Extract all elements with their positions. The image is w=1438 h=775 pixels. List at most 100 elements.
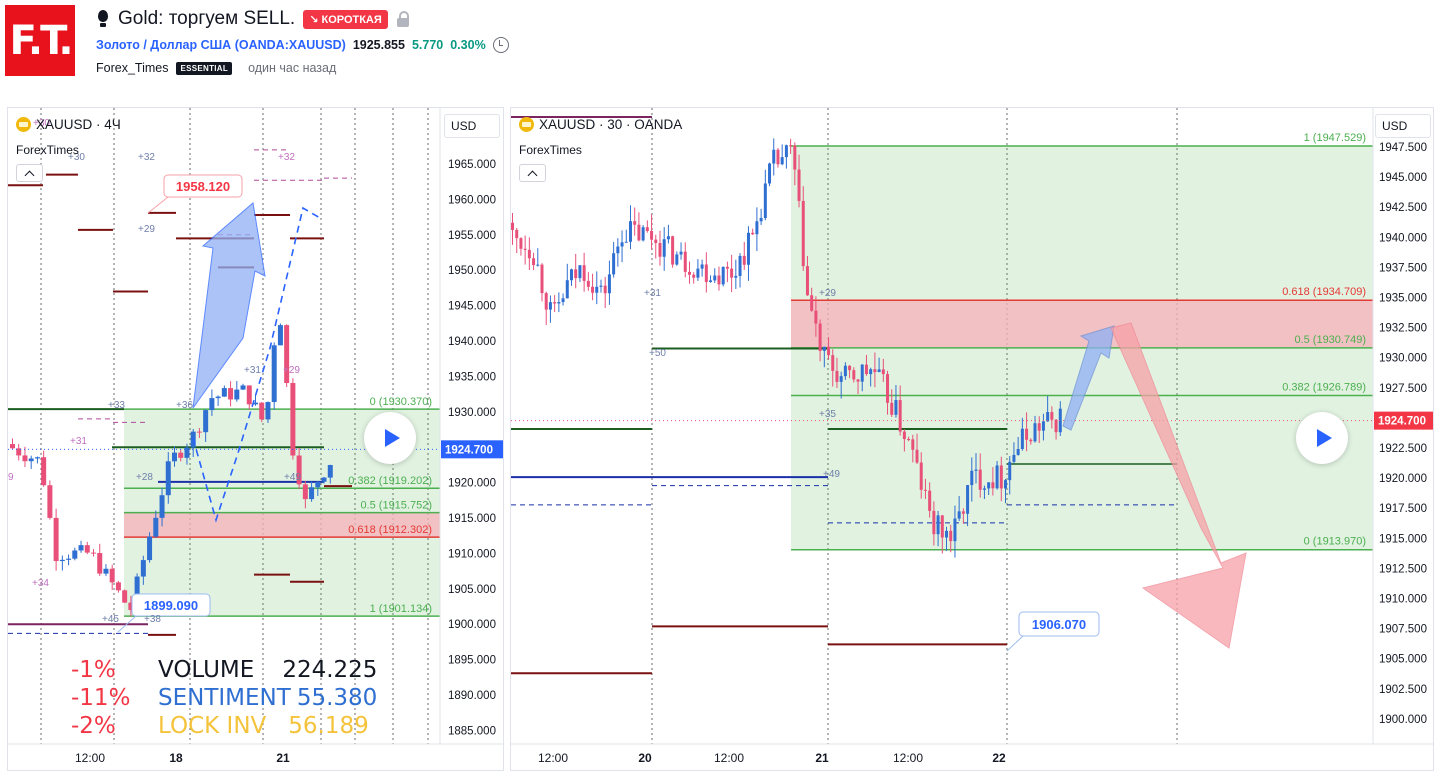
candle-body <box>532 258 536 266</box>
candle-body <box>595 286 599 293</box>
candle-body <box>818 323 822 351</box>
candle-body <box>839 376 843 382</box>
level-tag: +32 <box>278 152 295 163</box>
candle-body <box>886 374 890 403</box>
candle-body <box>856 379 860 382</box>
collapse-legend-button[interactable] <box>16 164 43 182</box>
author-line: Forex_Times ESSENTIAL один час назад <box>96 61 336 75</box>
candle-body <box>797 169 801 201</box>
candle-body <box>928 490 932 511</box>
candle-body <box>203 410 209 433</box>
candle-body <box>1037 423 1041 431</box>
candle-body <box>540 264 544 294</box>
candle-body <box>683 251 687 272</box>
collapse-legend-button[interactable] <box>519 164 546 182</box>
candle-body <box>271 345 277 403</box>
candle-body <box>970 470 974 486</box>
candle-body <box>302 484 308 500</box>
candle-body <box>1008 461 1012 481</box>
short-badge: ↘ КОРОТКАЯ <box>303 9 388 29</box>
level-tag: +36 <box>176 400 193 411</box>
symbol-change-pct: 0.30% <box>450 38 486 52</box>
play-replay-button[interactable] <box>364 412 416 464</box>
symbol-price: 1925.855 <box>352 38 405 52</box>
price-callout-box <box>163 174 243 198</box>
candle-body <box>66 558 72 560</box>
level-tag: +33 <box>108 400 125 411</box>
published-time: один час назад <box>248 61 337 75</box>
indicator-legend: ForexTimes <box>519 143 582 157</box>
current-price-tag <box>441 440 503 459</box>
price-tick: 1907.500 <box>1379 624 1427 636</box>
current-price-label: 1924.700 <box>1378 416 1426 428</box>
candle-body <box>671 236 675 265</box>
candle-body <box>215 396 221 399</box>
chart-pane-30m[interactable]: 1 (1947.529) 0.618 (1934.709) 0.5 (1930.74… <box>510 107 1434 771</box>
candle-body <box>47 485 53 518</box>
candle-body <box>1012 454 1016 462</box>
current-price-label: 1924.700 <box>445 444 493 456</box>
candle-body <box>624 241 628 243</box>
candle-body <box>852 370 856 380</box>
forex-times-logo[interactable]: F.T. <box>5 5 75 76</box>
forecast-arrow-down <box>1110 322 1247 649</box>
fib-label: 0.382 (1919.202) <box>348 475 432 487</box>
candle-body <box>172 452 177 462</box>
candle-body <box>827 346 831 356</box>
chart-canvas-30m[interactable]: 1 (1947.529) 0.618 (1934.709) 0.5 (1930.74… <box>511 108 1434 771</box>
price-tick: 1900.000 <box>448 619 496 631</box>
candle-body <box>1025 428 1029 440</box>
candle-body <box>907 439 911 441</box>
time-tick: 12:00 <box>893 751 923 765</box>
play-replay-button[interactable] <box>1296 412 1348 464</box>
chart-legend-4h[interactable]: XAUUSD · 4Ч <box>16 117 121 132</box>
candle-body <box>751 232 755 235</box>
candle-body <box>28 458 34 462</box>
candle-body <box>607 274 611 294</box>
overlay-row-sentiment: -11% SENTIMENT 55.380 <box>71 685 378 711</box>
candle-body <box>923 489 927 491</box>
alarm-clock-icon[interactable] <box>492 37 509 53</box>
candle-body <box>641 227 645 241</box>
candle-body <box>1054 419 1058 433</box>
candle-body <box>591 286 595 293</box>
currency-button[interactable]: USD <box>1375 114 1431 138</box>
price-tick: 1940.000 <box>1379 232 1427 244</box>
candle-body <box>153 517 159 537</box>
candle-body <box>315 481 321 488</box>
price-tick: 1912.500 <box>1379 563 1427 575</box>
lightbulb-icon <box>96 9 110 29</box>
candle-body <box>1033 423 1037 442</box>
level-tag: +38 <box>144 614 161 625</box>
price-callout-box <box>131 593 211 617</box>
candle-body <box>128 602 134 611</box>
candle-body <box>713 275 717 281</box>
candle-body <box>999 465 1003 489</box>
candle-body <box>860 364 864 382</box>
candle-body <box>721 266 725 285</box>
author-name[interactable]: Forex_Times <box>96 61 169 75</box>
level-tag: +45 <box>102 614 119 625</box>
candle-body <box>548 302 552 310</box>
symbol-link[interactable]: Золото / Доллар США (OANDA:XAUUSD) <box>96 38 346 52</box>
candle-body <box>612 253 616 275</box>
candle-body <box>877 369 881 373</box>
fib-golden-zone <box>791 300 1373 348</box>
price-tick: 1945.000 <box>1379 172 1427 184</box>
price-tick: 1942.500 <box>1379 202 1427 214</box>
candle-body <box>961 511 965 514</box>
candle-body <box>746 232 750 265</box>
candle-body <box>687 271 691 275</box>
candle-body <box>957 511 961 519</box>
level-tag: +29 <box>138 224 155 235</box>
chart-pane-4h[interactable]: 0 (1930.370) 0.382 (1919.202) 0.5 (1915.75… <box>7 107 504 771</box>
currency-button[interactable]: USD <box>444 114 500 138</box>
candle-body <box>810 295 814 311</box>
candle-body <box>557 302 561 304</box>
chart-legend-30m[interactable]: XAUUSD · 30 · OANDA <box>519 117 682 132</box>
candle-body <box>793 145 797 170</box>
chart-canvas-4h[interactable]: 0 (1930.370) 0.382 (1919.202) 0.5 (1915.75… <box>8 108 504 771</box>
candle-body <box>78 545 84 551</box>
price-tick: 1965.000 <box>448 159 496 171</box>
candle-body <box>574 269 578 279</box>
